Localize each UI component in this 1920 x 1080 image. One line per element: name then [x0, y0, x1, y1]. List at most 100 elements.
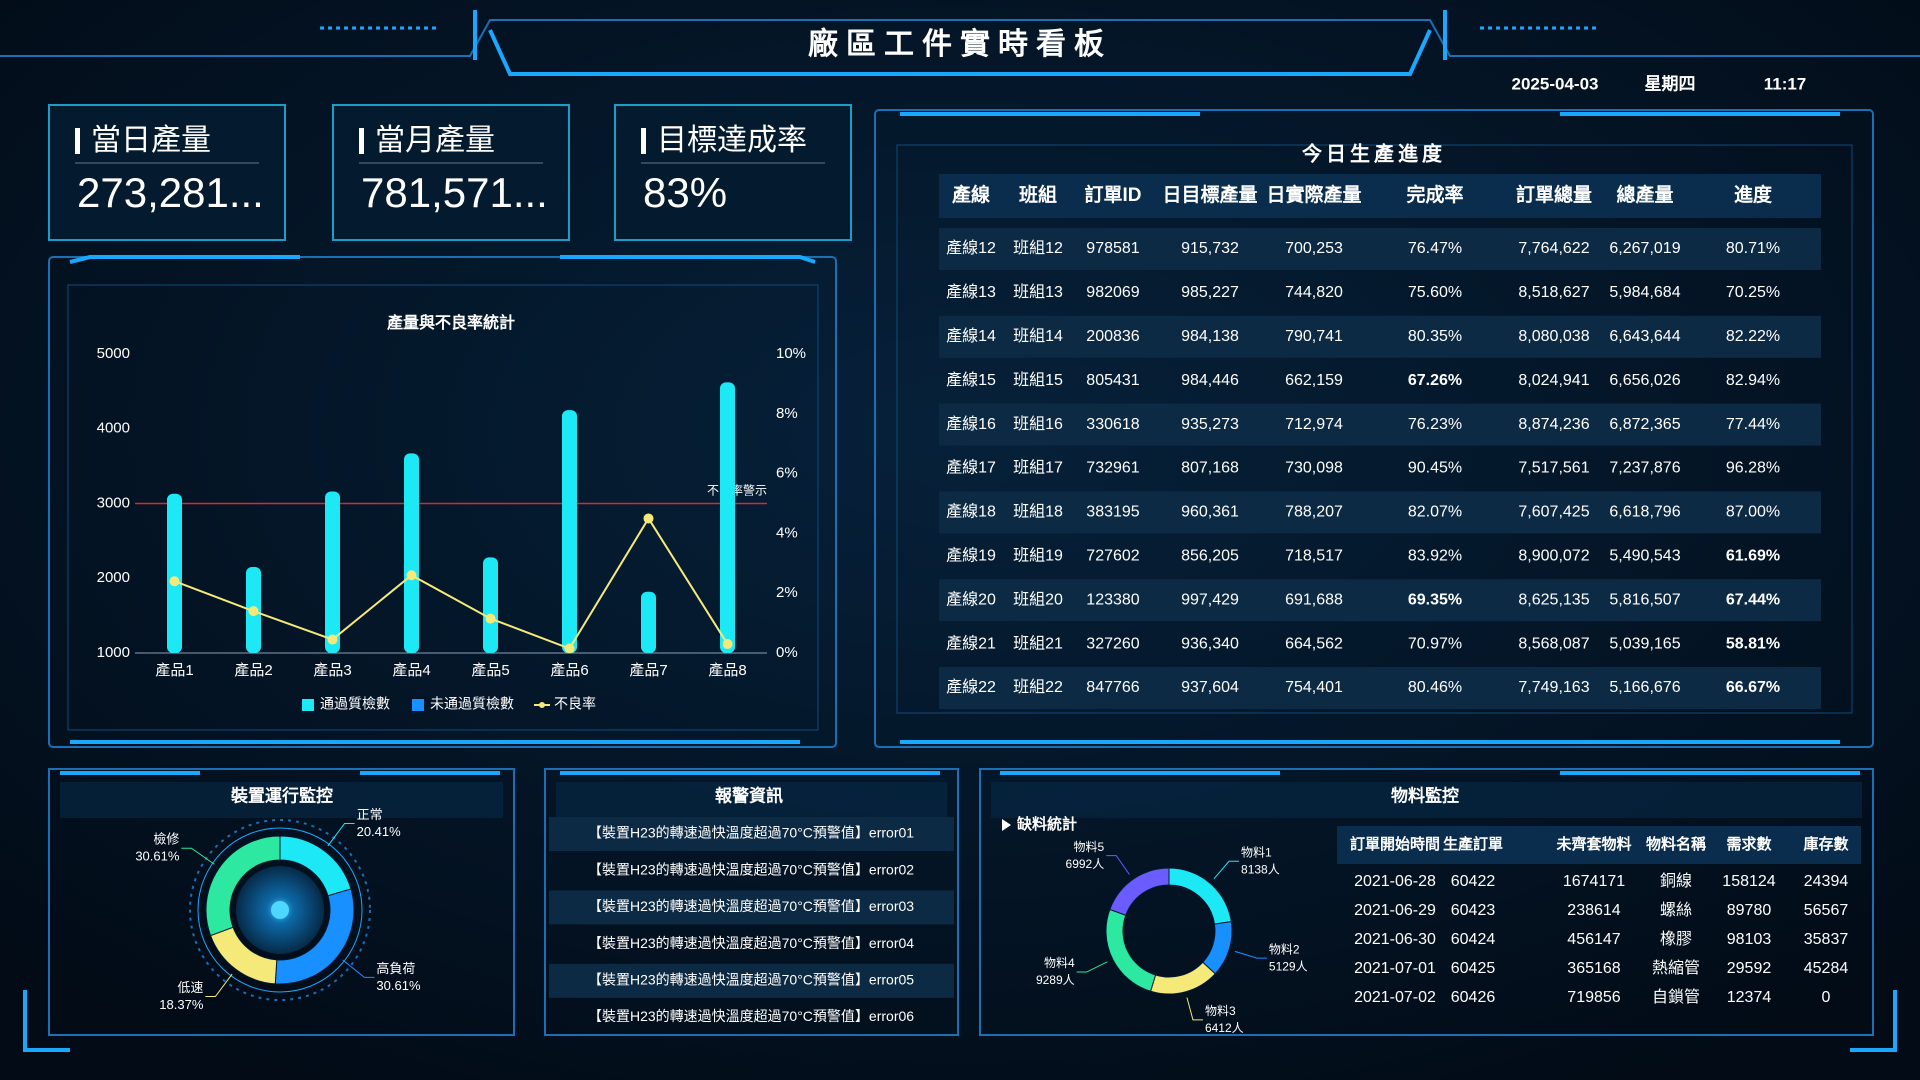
donut-value: 30.61%: [376, 978, 421, 993]
leader-line: [342, 959, 375, 978]
table-cell: 90.45%: [1408, 460, 1462, 477]
table-cell: 5,490,543: [1609, 548, 1680, 565]
table-cell: 班組19: [1013, 547, 1063, 565]
table-cell: 熱縮管: [1652, 959, 1700, 977]
table-cell: 6,872,365: [1609, 416, 1680, 433]
table-cell: 76.23%: [1408, 416, 1462, 433]
donut-label: 高負荷: [376, 961, 415, 976]
table-cell: 產線12: [946, 239, 996, 257]
chart-title: 產量與不良率統計: [387, 313, 515, 332]
table-cell: 銅線: [1660, 872, 1692, 890]
kpi-icon: [75, 128, 80, 154]
panel-frames: [23, 109, 1897, 1052]
table-cell: 螺絲: [1660, 901, 1692, 919]
table-cell: 產線21: [946, 634, 996, 652]
table-cell: 200836: [1086, 328, 1139, 345]
panel-title: 物料監控: [1391, 785, 1459, 805]
table-header-bg: [1337, 826, 1861, 864]
leader-line: [327, 822, 355, 847]
kpi-value: 273,281...: [77, 169, 264, 216]
y2-tick-label: 2%: [776, 584, 798, 601]
table-header: 訂單ID: [1084, 183, 1141, 206]
table-cell: 產線22: [946, 678, 996, 696]
donut-value: 5129人: [1269, 959, 1308, 973]
defect-point: [327, 634, 338, 645]
alarm-row-bg: [549, 963, 954, 998]
ring-decoration: [189, 819, 371, 1001]
table-cell: 班組22: [1013, 678, 1063, 696]
table-cell: 847766: [1086, 679, 1139, 696]
table-cell: 330618: [1086, 416, 1139, 433]
alarm-row-bg: [549, 890, 954, 925]
table-cell: 產線18: [946, 503, 996, 521]
table-cell: 70.97%: [1408, 635, 1462, 652]
table-cell: 產線16: [946, 415, 996, 433]
defect-line: [174, 516, 729, 650]
kpi-value: 781,571...: [361, 169, 548, 216]
table-cell: 727602: [1086, 548, 1139, 565]
table-cell: 80.35%: [1408, 328, 1462, 345]
table-cell: 7,749,163: [1518, 679, 1589, 696]
table-cell: 718,517: [1285, 548, 1343, 565]
donut-label: 低速: [177, 980, 203, 995]
table-cell: 8,900,072: [1518, 548, 1589, 565]
table-cell: 產線20: [946, 590, 996, 608]
bar: [720, 382, 735, 653]
table-cell: 915,732: [1181, 240, 1239, 257]
table-cell: 24394: [1804, 873, 1849, 890]
table-cell: 橡膠: [1660, 930, 1692, 948]
table-cell: 87.00%: [1726, 504, 1780, 521]
table-cell: 產線13: [946, 283, 996, 301]
bar: [641, 591, 656, 653]
table-row-bg: [939, 403, 1821, 446]
table-cell: 327260: [1086, 635, 1139, 652]
leader-line: [1234, 950, 1267, 959]
table-cell: 2021-06-28: [1354, 873, 1436, 890]
table-cell: 56567: [1804, 902, 1849, 919]
leader-line: [1213, 860, 1240, 880]
defect-point: [248, 606, 259, 617]
table-cell: 6,643,644: [1609, 328, 1680, 345]
table-cell: 82.07%: [1408, 504, 1462, 521]
y2-tick-label: 6%: [776, 465, 798, 482]
table-cell: 8,568,087: [1518, 635, 1589, 652]
table-cell: 60424: [1451, 931, 1496, 948]
kpi-box: [48, 104, 286, 241]
table-cell: 365168: [1567, 960, 1620, 977]
table-cell: 2021-06-29: [1354, 902, 1436, 919]
table-cell: 75.60%: [1408, 284, 1462, 301]
table-cell: 662,159: [1285, 372, 1343, 389]
kpi-value: 83%: [643, 169, 727, 216]
table-cell: 456147: [1567, 931, 1620, 948]
table-header: 完成率: [1406, 183, 1463, 206]
bar: [404, 453, 419, 653]
table-cell: 12374: [1727, 989, 1772, 1006]
table-title: 今日生產進度: [1302, 141, 1446, 165]
table-cell: 66.67%: [1726, 679, 1780, 696]
donut-label: 檢修: [153, 832, 179, 847]
legend-label: 不良率: [554, 696, 596, 712]
table-cell: 67.26%: [1408, 372, 1462, 389]
table-cell: 班組14: [1013, 327, 1063, 345]
panel-title: 裝置運行監控: [230, 785, 333, 805]
bar: [167, 493, 182, 653]
table-cell: 984,446: [1181, 372, 1239, 389]
alarm-item: 【裝置H23的轉速過快溫度超過70°C預警值】error01: [588, 825, 914, 841]
donut-value: 18.37%: [159, 997, 204, 1012]
table-cell: 788,207: [1285, 504, 1343, 521]
defect-point: [406, 570, 417, 581]
table-row-bg: [939, 228, 1821, 270]
bar: [562, 410, 577, 653]
table-cell: 744,820: [1285, 284, 1343, 301]
table-cell: 856,205: [1181, 548, 1239, 565]
table-row-bg: [939, 667, 1821, 709]
table-cell: 83.92%: [1408, 548, 1462, 565]
header-frame: [0, 10, 1920, 76]
legend-swatch: [302, 699, 314, 711]
legend-swatch: [539, 702, 545, 708]
y-tick-label: 3000: [97, 494, 130, 511]
page-title: 廠區工件實時看板: [808, 27, 1112, 61]
time: 11:17: [1764, 74, 1807, 93]
table-cell: 29592: [1727, 960, 1772, 977]
table-cell: 60423: [1451, 902, 1496, 919]
